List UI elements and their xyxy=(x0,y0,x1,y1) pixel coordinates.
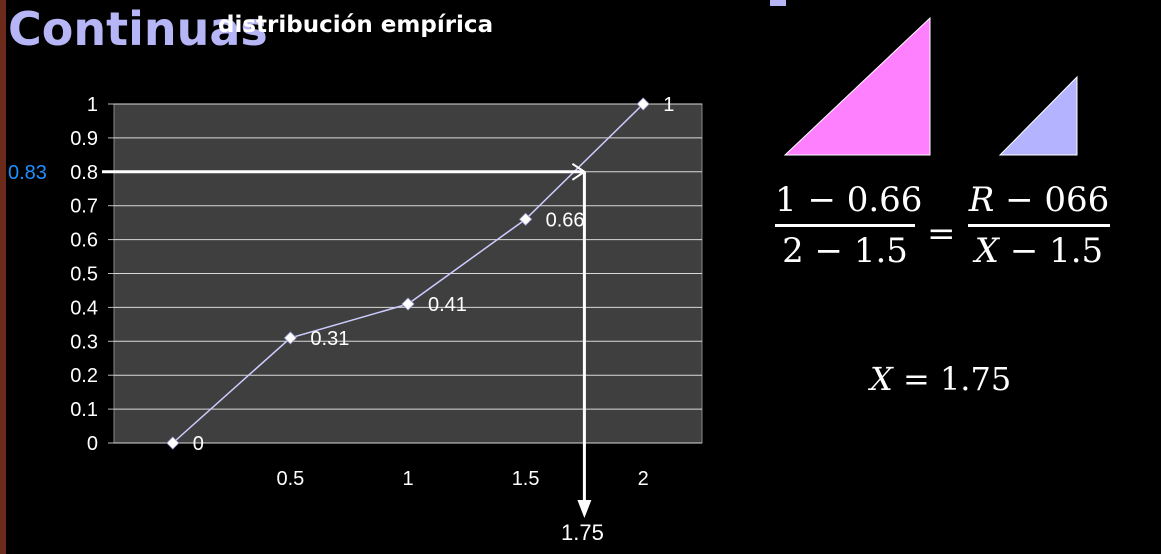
large-triangle xyxy=(783,16,931,156)
y-tick-label: 0.9 xyxy=(70,128,98,150)
data-point-marker xyxy=(166,436,180,450)
x-value-label: 1.75 xyxy=(561,520,604,545)
left-fraction: 1 − 0.66 2 − 1.5 xyxy=(775,180,923,271)
right-numerator-rest: − 066 xyxy=(994,180,1110,220)
solution: X = 1.75 xyxy=(870,360,1011,398)
small-triangle xyxy=(998,75,1078,156)
data-point-marker xyxy=(283,331,297,345)
y-tick-label: 0.2 xyxy=(70,365,98,387)
right-fraction: R − 066 X − 1.5 xyxy=(968,180,1110,271)
right-denominator: X − 1.5 xyxy=(968,231,1110,271)
y-tick-label: 0.8 xyxy=(70,162,98,184)
x-variable: X xyxy=(974,231,1000,271)
y-tick-label: 0.5 xyxy=(70,264,98,286)
y-tick-label: 0 xyxy=(87,433,98,455)
y-tick-label: 0.1 xyxy=(70,399,98,421)
data-label: 0 xyxy=(193,433,204,455)
data-label: 1 xyxy=(663,94,674,116)
solution-variable: X xyxy=(870,360,893,398)
data-label: 0.41 xyxy=(428,294,467,316)
r-variable: R xyxy=(968,180,995,220)
y-tick-label: 0.4 xyxy=(70,297,98,319)
chart-title: distribución empírica xyxy=(218,12,494,38)
title-fragment xyxy=(770,0,786,6)
x-tick-label: 0.5 xyxy=(276,468,304,490)
y-tick-label: 0.3 xyxy=(70,331,98,353)
right-denominator-rest: − 1.5 xyxy=(999,231,1104,271)
left-denominator: 2 − 1.5 xyxy=(782,231,908,271)
data-point-marker xyxy=(636,97,650,111)
r-value-label: 0.83 xyxy=(8,162,47,184)
fraction-bar xyxy=(775,224,915,227)
y-tick-label: 0.6 xyxy=(70,230,98,252)
y-tick-label: 1 xyxy=(87,94,98,116)
slide-heading: Continuas xyxy=(8,2,268,56)
fraction-bar xyxy=(968,224,1110,227)
x-tick-label: 2 xyxy=(638,468,649,490)
right-numerator: R − 066 xyxy=(968,180,1110,220)
x-guide-arrowhead xyxy=(577,500,592,518)
equals-sign: = xyxy=(927,214,956,254)
left-accent-bar xyxy=(0,0,6,554)
y-tick-label: 0.7 xyxy=(70,196,98,218)
proportion-equation: 1 − 0.66 2 − 1.5 = R − 066 X − 1.5 xyxy=(770,180,1120,280)
x-tick-label: 1.5 xyxy=(512,468,540,490)
data-label: 0.31 xyxy=(310,328,349,350)
solution-value: = 1.75 xyxy=(892,360,1012,398)
data-point-marker xyxy=(519,212,533,226)
left-numerator: 1 − 0.66 xyxy=(775,180,923,220)
data-label: 0.66 xyxy=(546,209,585,231)
x-tick-label: 1 xyxy=(402,468,413,490)
data-point-marker xyxy=(401,297,415,311)
